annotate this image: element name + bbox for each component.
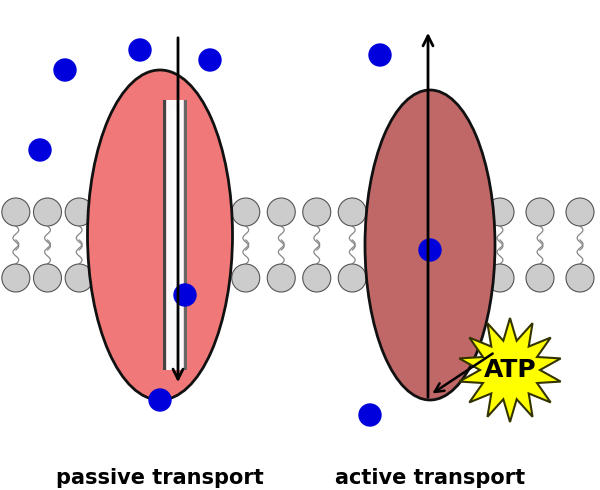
Bar [167,100,183,370]
Bar [184,100,187,370]
Circle shape [338,198,366,226]
Circle shape [174,284,196,306]
Circle shape [2,264,30,292]
Circle shape [29,139,51,161]
Circle shape [303,198,331,226]
Bar [167,100,183,370]
Circle shape [129,39,151,61]
Ellipse shape [88,70,233,400]
Polygon shape [460,318,560,422]
Circle shape [359,404,381,426]
Circle shape [54,59,76,81]
Circle shape [149,389,171,411]
Circle shape [419,239,441,261]
Bar [167,100,182,370]
Circle shape [34,264,62,292]
Circle shape [526,264,554,292]
Bar [167,100,184,370]
Bar [173,110,178,299]
Circle shape [34,198,62,226]
Circle shape [232,198,260,226]
Circle shape [338,264,366,292]
Circle shape [2,198,30,226]
Text: ATP: ATP [484,358,536,382]
Circle shape [303,264,331,292]
Bar [167,100,184,370]
Text: active transport: active transport [335,468,525,488]
Circle shape [566,198,594,226]
Circle shape [369,44,391,66]
Circle shape [267,264,295,292]
Bar [163,100,166,370]
Circle shape [526,198,554,226]
Bar [166,100,184,370]
Text: passive transport: passive transport [56,468,264,488]
Circle shape [65,264,93,292]
Bar [167,100,182,370]
Circle shape [199,49,221,71]
Circle shape [486,264,514,292]
Circle shape [65,198,93,226]
Circle shape [267,198,295,226]
Circle shape [566,264,594,292]
Bar [166,100,184,370]
Circle shape [486,198,514,226]
Circle shape [232,264,260,292]
Ellipse shape [365,90,495,400]
